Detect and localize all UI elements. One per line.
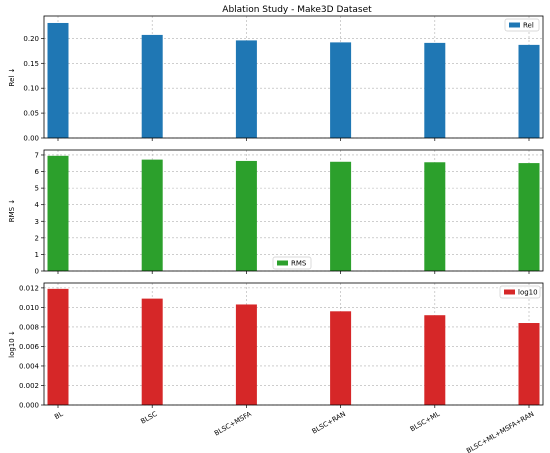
legend: Rel — [504, 18, 540, 32]
bar-rms-4 — [424, 162, 446, 271]
y-tick-label: 0.002 — [19, 382, 39, 390]
bar-rel-3 — [330, 42, 352, 138]
x-tick-label: BLSC+RAN — [311, 410, 347, 436]
panel-log10: 0.000 0.002 0.004 0.006 0.008 0.010 0.012 log10… — [8, 282, 544, 410]
bar-rms-1 — [141, 159, 163, 271]
x-tick-label: BLSC+ML+MSFA+RAN — [465, 410, 535, 453]
panel-rel: 0.00 0.05 0.10 0.15 0.20 Rel ↓ Rel — [8, 15, 544, 143]
bar-rms-5 — [518, 163, 540, 271]
bar-rel-0 — [47, 22, 69, 138]
legend-box — [272, 256, 312, 270]
bar-rms-3 — [330, 161, 352, 271]
bar-rel-4 — [424, 42, 446, 138]
y-tick-label: 0.012 — [19, 284, 39, 292]
bar-log10-4 — [424, 315, 446, 405]
bar-rms-0 — [47, 155, 69, 271]
legend: RMS — [272, 256, 312, 270]
axes-frame — [43, 149, 544, 272]
y-axis-label: log10 ↓ — [8, 330, 16, 358]
axes-frame — [43, 282, 544, 406]
y-tick-label: 0.010 — [19, 304, 39, 312]
legend-box — [504, 18, 540, 32]
x-tick-label: BLSC — [139, 410, 158, 426]
y-tick-label: 3 — [35, 218, 39, 226]
panel-rms: 0 1 2 3 4 5 6 7 RMS ↓ RMS — [8, 149, 544, 276]
legend-swatch — [509, 22, 520, 28]
y-tick-label: 2 — [35, 234, 39, 242]
y-axis-label: RMS ↓ — [8, 199, 16, 222]
bar-log10-3 — [330, 311, 352, 405]
chart-title: Ablation Study - Make3D Dataset — [222, 5, 372, 15]
y-tick-label: 0.20 — [23, 35, 39, 43]
bar-rel-2 — [235, 40, 257, 138]
legend-label: log10 — [518, 289, 538, 297]
axes-frame — [43, 15, 544, 139]
bar-log10-5 — [518, 323, 540, 405]
y-tick-label: 0.000 — [19, 402, 39, 410]
legend-swatch — [504, 289, 515, 295]
y-tick-label: 0.004 — [19, 362, 40, 370]
bar-log10-0 — [47, 288, 69, 405]
y-axis-label: Rel ↓ — [8, 68, 16, 87]
x-tick-label: BL — [53, 410, 65, 421]
y-tick-label: 0.006 — [19, 343, 40, 351]
bar-log10-2 — [235, 304, 257, 405]
legend-label: RMS — [291, 260, 307, 268]
y-tick-label: 6 — [35, 168, 40, 176]
legend: log10 — [499, 285, 541, 299]
y-tick-label: 0.008 — [19, 323, 39, 331]
y-tick-label: 0.15 — [23, 60, 39, 68]
legend-swatch — [277, 260, 288, 266]
x-tick-label: BLSC+ML — [409, 410, 442, 433]
legend-box — [499, 285, 541, 299]
y-tick-label: 0.00 — [23, 135, 39, 143]
bar-rms-2 — [235, 160, 257, 271]
y-tick-label: 0 — [35, 268, 39, 276]
y-tick-label: 0.10 — [23, 85, 39, 93]
y-tick-label: 4 — [35, 201, 40, 209]
bar-rel-1 — [141, 34, 163, 138]
y-tick-label: 5 — [35, 185, 39, 193]
x-tick-labels: BL BLSC BLSC+MSFA BLSC+RAN BLSC+ML BLSC+ML+MS… — [53, 410, 535, 453]
bar-log10-1 — [141, 298, 163, 405]
y-tick-label: 1 — [35, 251, 39, 259]
y-tick-label: 0.05 — [23, 110, 39, 118]
legend-label: Rel — [523, 22, 534, 30]
bar-rel-5 — [518, 44, 540, 138]
y-tick-label: 7 — [35, 151, 39, 159]
x-tick-label: BLSC+MSFA — [213, 410, 253, 438]
panels-group: 0.00 0.05 0.10 0.15 0.20 Rel ↓ Rel 0 1 2 3 4 5 6 7 RMS … — [8, 15, 544, 410]
